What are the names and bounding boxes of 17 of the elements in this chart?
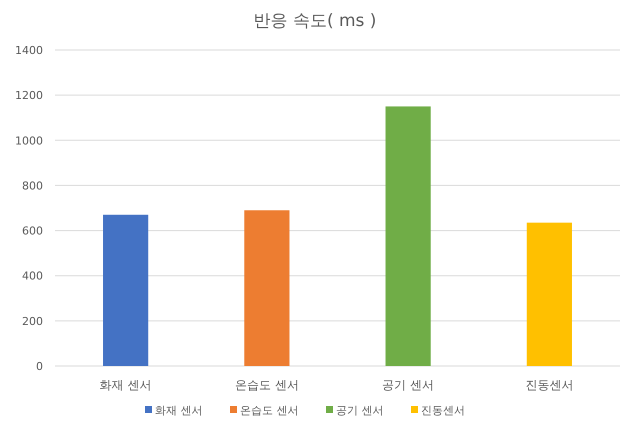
x-tick-label: 진동센서 (525, 378, 574, 392)
x-tick-label: 공기 센서 (382, 378, 434, 392)
legend-label: 화재 센서 (155, 404, 202, 417)
y-tick-label: 1400 (15, 44, 43, 57)
y-tick-label: 800 (22, 179, 43, 192)
x-tick-label: 화재 센서 (100, 378, 152, 392)
y-tick-label: 1200 (15, 89, 43, 102)
legend-label: 온습도 센서 (240, 404, 298, 417)
y-tick-label: 400 (22, 270, 43, 283)
x-tick-label: 온습도 센서 (234, 378, 299, 392)
chart-title: 반응 속도( ms ) (254, 11, 376, 31)
y-tick-label: 200 (22, 314, 43, 328)
y-tick-label: 600 (22, 224, 43, 238)
legend-label: 진동센서 (421, 404, 465, 417)
y-tick-label: 0 (36, 360, 43, 373)
legend-label: 공기 센서 (336, 404, 384, 417)
y-tick-label: 1000 (15, 134, 43, 148)
